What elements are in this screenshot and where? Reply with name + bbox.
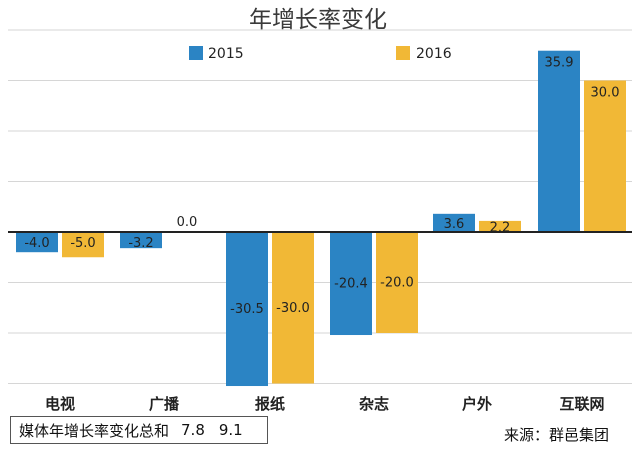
bar-2015-广播 [120, 232, 162, 249]
value-label-2015-电视: -4.0 [24, 236, 49, 251]
bar-2015-报纸 [226, 232, 268, 387]
category-label-互联网: 互联网 [559, 395, 604, 413]
legend-label-2015: 2015 [208, 46, 244, 62]
category-label-电视: 电视 [45, 395, 75, 413]
bar-2016-杂志 [376, 232, 418, 333]
legend: 2015 2016 [189, 46, 452, 62]
bar-2016-互联网 [584, 80, 626, 232]
value-label-2016-杂志: -20.0 [380, 276, 414, 291]
category-labels: 电视 广播 报纸 杂志 户外 互联网 [45, 395, 605, 413]
category-label-户外: 户外 [462, 395, 492, 413]
legend-swatch-2016 [396, 46, 410, 60]
value-label-2016-报纸: -30.0 [276, 301, 310, 316]
source-note: 来源：群邑集团 [504, 426, 610, 444]
summary-box: 媒体年增长率变化总和 7.8 9.1 [10, 416, 268, 444]
value-label-2015-广播: -3.2 [128, 236, 153, 251]
bar-2016-户外 [479, 220, 521, 232]
chart-title: 年增长率变化 [249, 7, 387, 33]
bar-2015-互联网 [538, 50, 580, 232]
bar-2015-户外 [433, 213, 475, 232]
bar-2015-电视 [16, 232, 58, 253]
value-label-2015-户外: 3.6 [444, 217, 465, 232]
bar-2016-电视 [62, 232, 104, 258]
bars [16, 50, 626, 387]
gridlines [8, 29, 632, 384]
value-label-2016-广播: 0.0 [177, 215, 198, 230]
value-label-2016-户外: 2.2 [490, 220, 511, 235]
value-labels: -4.0 -5.0 -3.2 0.0 -30.5 -30.0 -20.4 -20.0 3.6 2.… [24, 56, 619, 317]
summary-label: 媒体年增长率变化总和 [19, 421, 170, 440]
value-label-2015-互联网: 35.9 [545, 56, 574, 71]
bar-2015-杂志 [330, 232, 372, 336]
summary-value-2015: 7.8 [181, 421, 205, 439]
bar-2016-报纸 [272, 232, 314, 384]
value-label-2016-电视: -5.0 [70, 236, 95, 251]
category-label-杂志: 杂志 [359, 395, 389, 413]
value-label-2015-报纸: -30.5 [230, 302, 264, 317]
legend-swatch-2015 [189, 46, 203, 60]
category-label-报纸: 报纸 [255, 395, 285, 413]
value-label-2016-互联网: 30.0 [591, 86, 620, 101]
summary-value-2016: 9.1 [218, 421, 243, 439]
category-label-广播: 广播 [149, 395, 180, 413]
value-label-2015-杂志: -20.4 [334, 277, 368, 292]
legend-label-2016: 2016 [416, 46, 452, 62]
